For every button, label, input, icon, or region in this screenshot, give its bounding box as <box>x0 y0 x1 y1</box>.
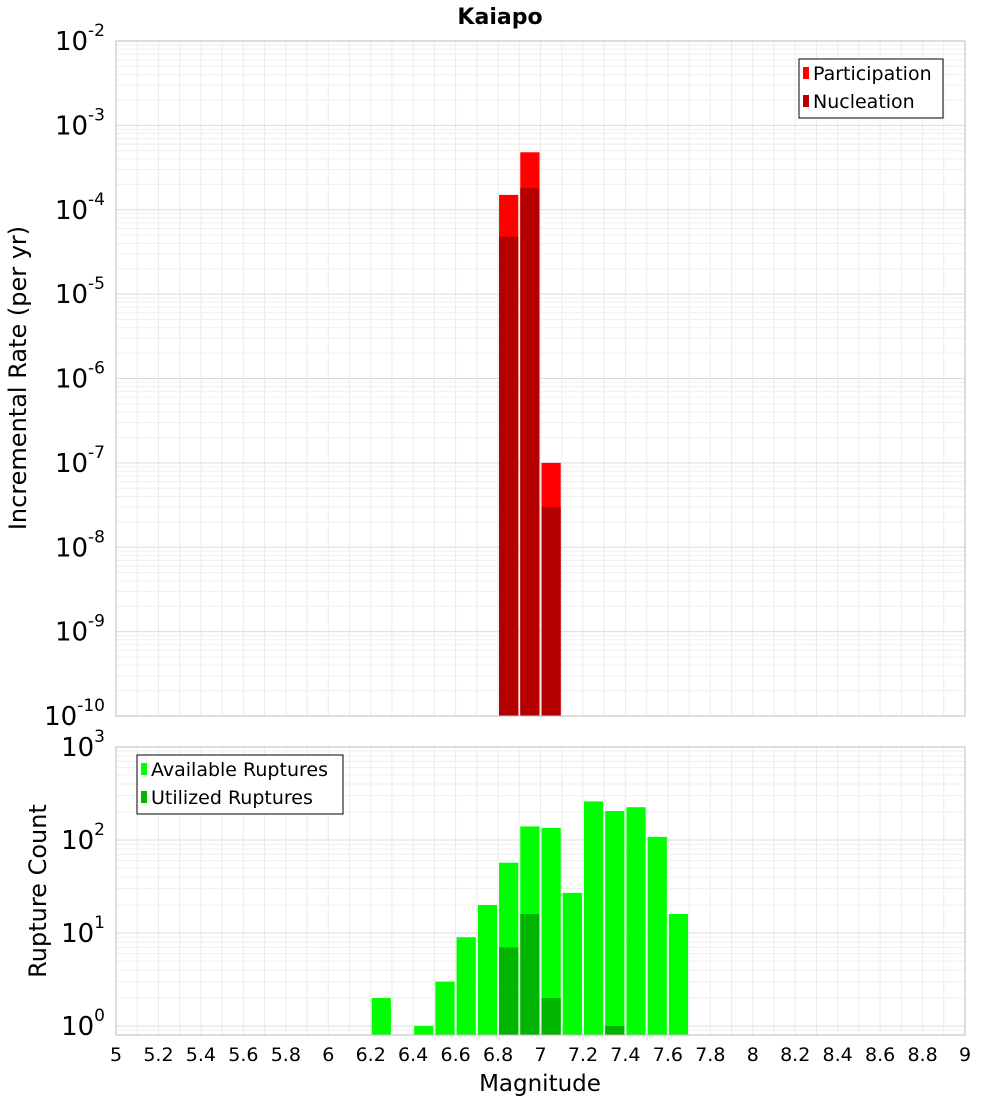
top-panel-grid <box>116 41 965 716</box>
bottom-legend-swatch <box>141 763 147 775</box>
top-legend-box <box>798 58 944 119</box>
top-y-tick-label: 10-5 <box>55 274 105 310</box>
x-tick-label: 5 <box>110 1044 122 1066</box>
top-bar-series-2 <box>499 236 519 716</box>
bottom-legend-swatch <box>141 791 147 803</box>
top-y-tick-label: 10-4 <box>55 190 105 226</box>
top-y-tick-label: 10-8 <box>55 527 105 563</box>
top-y-tick-label: 10-2 <box>55 21 105 57</box>
x-tick-label: 7.8 <box>695 1044 725 1066</box>
x-tick-label: 6.2 <box>356 1044 386 1066</box>
bottom-bar-series-1 <box>562 892 582 1035</box>
bottom-panel-legend: Available Ruptures Utilized Ruptures <box>136 754 344 815</box>
x-tick-label: 5.2 <box>143 1044 173 1066</box>
bottom-bar-series-2 <box>605 1025 625 1035</box>
x-tick-label: 6.4 <box>398 1044 428 1066</box>
x-tick-label: 7.2 <box>568 1044 598 1066</box>
x-tick-label: 8.6 <box>865 1044 895 1066</box>
bottom-bar-series-2 <box>520 914 540 1035</box>
top-y-tick-label: 10-10 <box>44 696 105 732</box>
x-tick-label: 5.8 <box>271 1044 301 1066</box>
bottom-legend-box <box>136 754 344 815</box>
x-tick-label: 7.6 <box>653 1044 683 1066</box>
top-panel-y-ticks: 10-10 10-9 10-8 10-7 10-6 10-5 10-4 10-3 10-2 <box>44 21 105 732</box>
x-tick-label: 6.6 <box>440 1044 470 1066</box>
bottom-panel-frame <box>115 746 966 1036</box>
x-tick-label: 7.4 <box>610 1044 640 1066</box>
bottom-bar-series-1 <box>583 801 604 1035</box>
bottom-y-tick-label: 103 <box>61 727 105 763</box>
bottom-bar-series-2 <box>499 947 519 1035</box>
x-tick-label: 8 <box>747 1044 759 1066</box>
bottom-bar-series-1 <box>668 914 689 1035</box>
bottom-legend-label: Available Ruptures <box>151 759 328 781</box>
top-y-tick-label: 10-9 <box>55 612 105 648</box>
chart-title: Kaiapo <box>457 5 542 30</box>
bottom-bar-series-1 <box>626 807 646 1035</box>
top-legend-swatch <box>803 95 809 107</box>
bottom-bar-series-2 <box>541 997 561 1035</box>
x-axis-label: Magnitude <box>479 1071 601 1097</box>
bottom-panel-y-axis-label: Rupture Count <box>24 804 52 978</box>
bottom-bar-series-1 <box>541 827 561 1035</box>
x-tick-label: 7 <box>534 1044 546 1066</box>
x-tick-label: 5.4 <box>186 1044 216 1066</box>
x-tick-label: 6 <box>322 1044 334 1066</box>
bottom-panel-bars <box>371 801 689 1035</box>
bottom-panel-y-ticks: 100 101 102 103 <box>61 727 105 1042</box>
bottom-bar-series-1 <box>456 937 476 1035</box>
top-bar-series-2 <box>541 506 561 716</box>
x-tick-label: 5.6 <box>228 1044 258 1066</box>
x-tick-label: 8.2 <box>780 1044 810 1066</box>
top-y-tick-label: 10-3 <box>55 105 105 141</box>
top-bar-series-2 <box>520 188 540 717</box>
top-panel-legend: Participation Nucleation <box>798 58 944 119</box>
top-legend-label: Nucleation <box>813 91 915 113</box>
x-tick-label: 9 <box>959 1044 971 1066</box>
top-panel-bars <box>499 152 561 717</box>
bottom-y-tick-label: 100 <box>61 1006 105 1042</box>
top-y-tick-label: 10-6 <box>55 359 105 395</box>
bottom-bar-series-1 <box>414 1025 434 1035</box>
x-axis-ticks: 5 5.2 5.4 5.6 5.8 6 6.2 6.4 6.6 6.8 7 7.2 7.4 7.6 7.8 8… <box>110 1044 971 1066</box>
bottom-bar-series-1 <box>371 997 391 1035</box>
bottom-bar-series-1 <box>435 981 455 1035</box>
bottom-y-tick-label: 102 <box>61 820 105 856</box>
top-panel-frame <box>115 40 966 717</box>
top-panel-y-axis-label: Incremental Rate (per yr) <box>4 226 32 530</box>
top-legend-swatch <box>803 67 809 79</box>
x-tick-label: 8.8 <box>907 1044 937 1066</box>
bottom-bar-series-1 <box>477 904 498 1035</box>
bottom-bar-series-1 <box>647 836 667 1035</box>
bottom-legend-label: Utilized Ruptures <box>151 787 313 809</box>
top-legend-label: Participation <box>813 63 932 85</box>
top-y-tick-label: 10-7 <box>55 443 105 479</box>
x-tick-label: 8.4 <box>823 1044 853 1066</box>
bottom-bar-series-1 <box>605 811 625 1035</box>
bottom-y-tick-label: 101 <box>61 913 105 949</box>
x-tick-label: 6.8 <box>483 1044 513 1066</box>
